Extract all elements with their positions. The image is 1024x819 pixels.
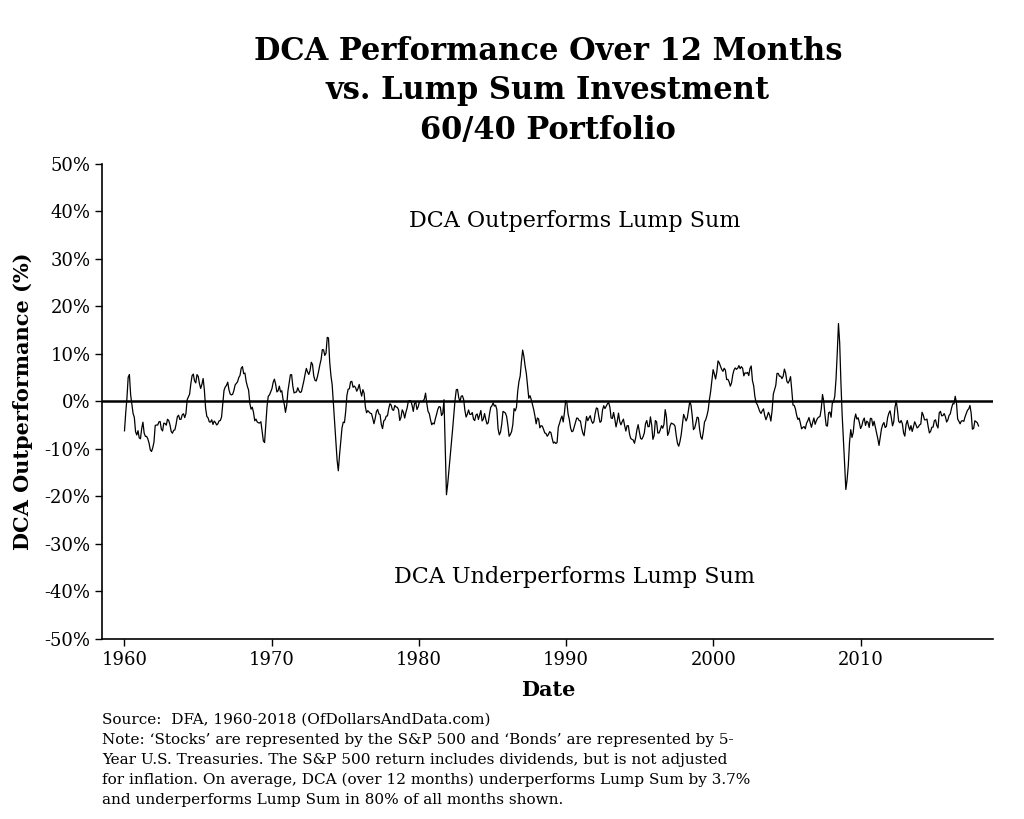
Text: DCA Outperforms Lump Sum: DCA Outperforms Lump Sum bbox=[409, 210, 740, 232]
Y-axis label: DCA Outperformance (%): DCA Outperformance (%) bbox=[13, 252, 34, 550]
Title: DCA Performance Over 12 Months
vs. Lump Sum Investment
60/40 Portfolio: DCA Performance Over 12 Months vs. Lump … bbox=[254, 36, 842, 146]
Text: Source:  DFA, 1960-2018 (OfDollarsAndData.com)
Note: ‘Stocks’ are represented by: Source: DFA, 1960-2018 (OfDollarsAndData… bbox=[102, 713, 751, 808]
Text: DCA Underperforms Lump Sum: DCA Underperforms Lump Sum bbox=[394, 566, 755, 588]
X-axis label: Date: Date bbox=[520, 680, 575, 699]
